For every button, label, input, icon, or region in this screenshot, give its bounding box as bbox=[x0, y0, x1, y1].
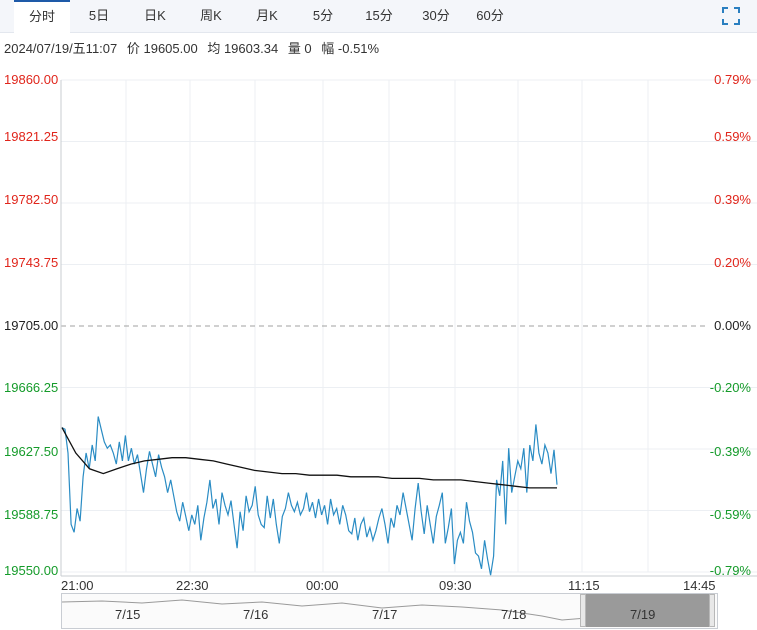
navigator-date-label: 7/18 bbox=[501, 607, 527, 622]
period-tab-bar: 分时 5日 日K 周K 月K 5分 15分 30分 60分 bbox=[0, 0, 757, 33]
quote-datetime: 2024/07/19/五11:07 bbox=[4, 41, 118, 56]
price-tick: 19666.25 bbox=[4, 380, 59, 395]
navigator-date-label: 7/16 bbox=[243, 607, 269, 622]
price-tick: 19782.50 bbox=[4, 192, 59, 207]
time-tick: 21:00 bbox=[61, 578, 94, 593]
navigator-date-label: 7/15 bbox=[115, 607, 141, 622]
percent-tick: 0.20% bbox=[714, 255, 751, 270]
tab-5min[interactable]: 5分 bbox=[312, 8, 334, 23]
percent-tick: 0.79% bbox=[714, 72, 751, 87]
price-tick: 19588.75 bbox=[4, 507, 59, 522]
tab-60min[interactable]: 60分 bbox=[476, 8, 504, 23]
fullscreen-icon[interactable] bbox=[721, 6, 741, 26]
navigator-date-label: 7/17 bbox=[372, 607, 398, 622]
navigator-right-handle[interactable] bbox=[709, 594, 715, 627]
quote-price: 价 19605.00 bbox=[126, 41, 198, 56]
price-tick: 19821.25 bbox=[4, 129, 59, 144]
tab-30min[interactable]: 30分 bbox=[422, 8, 450, 23]
time-tick: 14:45 bbox=[683, 578, 716, 593]
tab-daily-k[interactable]: 日K bbox=[144, 8, 166, 23]
time-tick: 00:00 bbox=[306, 578, 339, 593]
percent-tick: 0.39% bbox=[714, 192, 751, 207]
percent-tick: -0.59% bbox=[709, 507, 751, 522]
percent-tick: 0.00% bbox=[714, 318, 751, 333]
price-tick: 19705.00 bbox=[4, 318, 59, 333]
percent-tick: -0.39% bbox=[709, 444, 751, 459]
quote-change: 幅 -0.51% bbox=[321, 41, 380, 56]
quote-average: 均 19603.34 bbox=[207, 41, 279, 56]
percent-tick: -0.79% bbox=[709, 563, 751, 578]
quote-volume: 量 0 bbox=[287, 41, 312, 56]
price-tick: 19550.00 bbox=[4, 563, 59, 578]
average-price-line bbox=[61, 427, 557, 489]
navigator-date-label: 7/19 bbox=[630, 607, 656, 622]
navigator-left-handle[interactable] bbox=[580, 594, 586, 627]
tab-intraday[interactable]: 分时 bbox=[14, 0, 70, 33]
navigator-overview-line bbox=[62, 599, 588, 621]
percent-tick: 0.59% bbox=[714, 129, 751, 144]
quote-info-bar: 2024/07/19/五11:07 价 19605.00 均 19603.34 … bbox=[4, 38, 385, 57]
price-tick: 19743.75 bbox=[4, 255, 59, 270]
tab-weekly-k[interactable]: 周K bbox=[200, 8, 222, 23]
price-line bbox=[61, 416, 558, 576]
time-tick: 22:30 bbox=[176, 578, 209, 593]
time-tick: 09:30 bbox=[439, 578, 472, 593]
tab-monthly-k[interactable]: 月K bbox=[256, 8, 278, 23]
tab-15min[interactable]: 15分 bbox=[365, 8, 393, 23]
price-tick: 19627.50 bbox=[4, 444, 59, 459]
percent-tick: -0.20% bbox=[709, 380, 751, 395]
time-tick: 11:15 bbox=[568, 578, 600, 593]
price-tick: 19860.00 bbox=[4, 72, 59, 87]
navigator-selection[interactable] bbox=[586, 594, 712, 627]
tab-5day[interactable]: 5日 bbox=[88, 8, 110, 23]
